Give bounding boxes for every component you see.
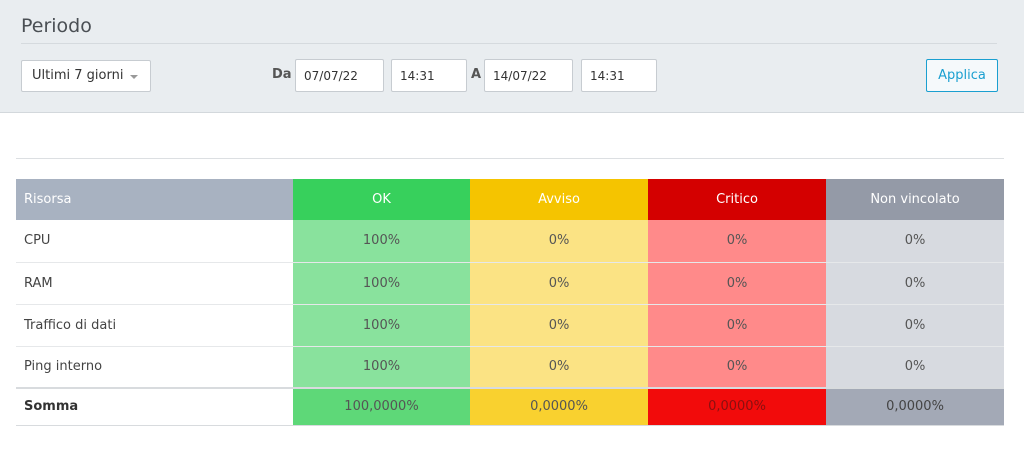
critical-value: 0% — [648, 304, 826, 347]
total-row: Somma 100,0000% 0,0000% 0,0000% 0,0000% — [16, 387, 1004, 426]
critical-value: 0% — [648, 262, 826, 305]
divider — [21, 43, 997, 44]
header-resource: Risorsa — [16, 179, 293, 220]
header-unbound: Non vincolato — [826, 179, 1004, 220]
period-preset-value: Ultimi 7 giorni — [32, 68, 124, 83]
unbound-value: 0% — [826, 220, 1004, 263]
total-label: Somma — [16, 387, 293, 426]
table-row: CPU 100% 0% 0% 0% — [16, 220, 1004, 263]
from-time-input[interactable]: 14:31 — [391, 59, 467, 92]
total-ok-value: 100,0000% — [293, 387, 470, 426]
period-title: Periodo — [21, 15, 92, 37]
ok-value: 100% — [293, 262, 470, 305]
warning-value: 0% — [470, 220, 648, 263]
warning-value: 0% — [470, 304, 648, 347]
header-ok: OK — [293, 179, 470, 220]
total-critical-value: 0,0000% — [648, 387, 826, 426]
table-header-row: Risorsa OK Avviso Critico Non vincolato — [16, 179, 1004, 220]
critical-value: 0% — [648, 346, 826, 389]
chevron-down-icon — [130, 75, 138, 79]
warning-value: 0% — [470, 262, 648, 305]
table-row: Traffico di dati 100% 0% 0% 0% — [16, 304, 1004, 347]
from-label: Da — [272, 67, 292, 82]
table-row: RAM 100% 0% 0% 0% — [16, 262, 1004, 305]
to-date-input[interactable]: 14/07/22 — [484, 59, 573, 92]
table-row: Ping interno 100% 0% 0% 0% — [16, 346, 1004, 389]
apply-button[interactable]: Applica — [926, 59, 998, 92]
header-warning: Avviso — [470, 179, 648, 220]
unbound-value: 0% — [826, 262, 1004, 305]
ok-value: 100% — [293, 304, 470, 347]
period-panel: Periodo Ultimi 7 giorni Da 07/07/22 14:3… — [0, 0, 1024, 113]
period-preset-select[interactable]: Ultimi 7 giorni — [21, 60, 151, 92]
ok-value: 100% — [293, 220, 470, 263]
unbound-value: 0% — [826, 304, 1004, 347]
to-label: A — [471, 67, 482, 82]
divider — [16, 158, 1004, 159]
ok-value: 100% — [293, 346, 470, 389]
to-time-input[interactable]: 14:31 — [581, 59, 657, 92]
unbound-value: 0% — [826, 346, 1004, 389]
resource-name: CPU — [16, 220, 293, 263]
resource-name: Ping interno — [16, 346, 293, 389]
resource-name: RAM — [16, 262, 293, 305]
total-warning-value: 0,0000% — [470, 387, 648, 426]
total-unbound-value: 0,0000% — [826, 387, 1004, 426]
resource-status-table: Risorsa OK Avviso Critico Non vincolato … — [16, 179, 1004, 426]
warning-value: 0% — [470, 346, 648, 389]
resource-name: Traffico di dati — [16, 304, 293, 347]
from-date-input[interactable]: 07/07/22 — [295, 59, 384, 92]
critical-value: 0% — [648, 220, 826, 263]
header-critical: Critico — [648, 179, 826, 220]
